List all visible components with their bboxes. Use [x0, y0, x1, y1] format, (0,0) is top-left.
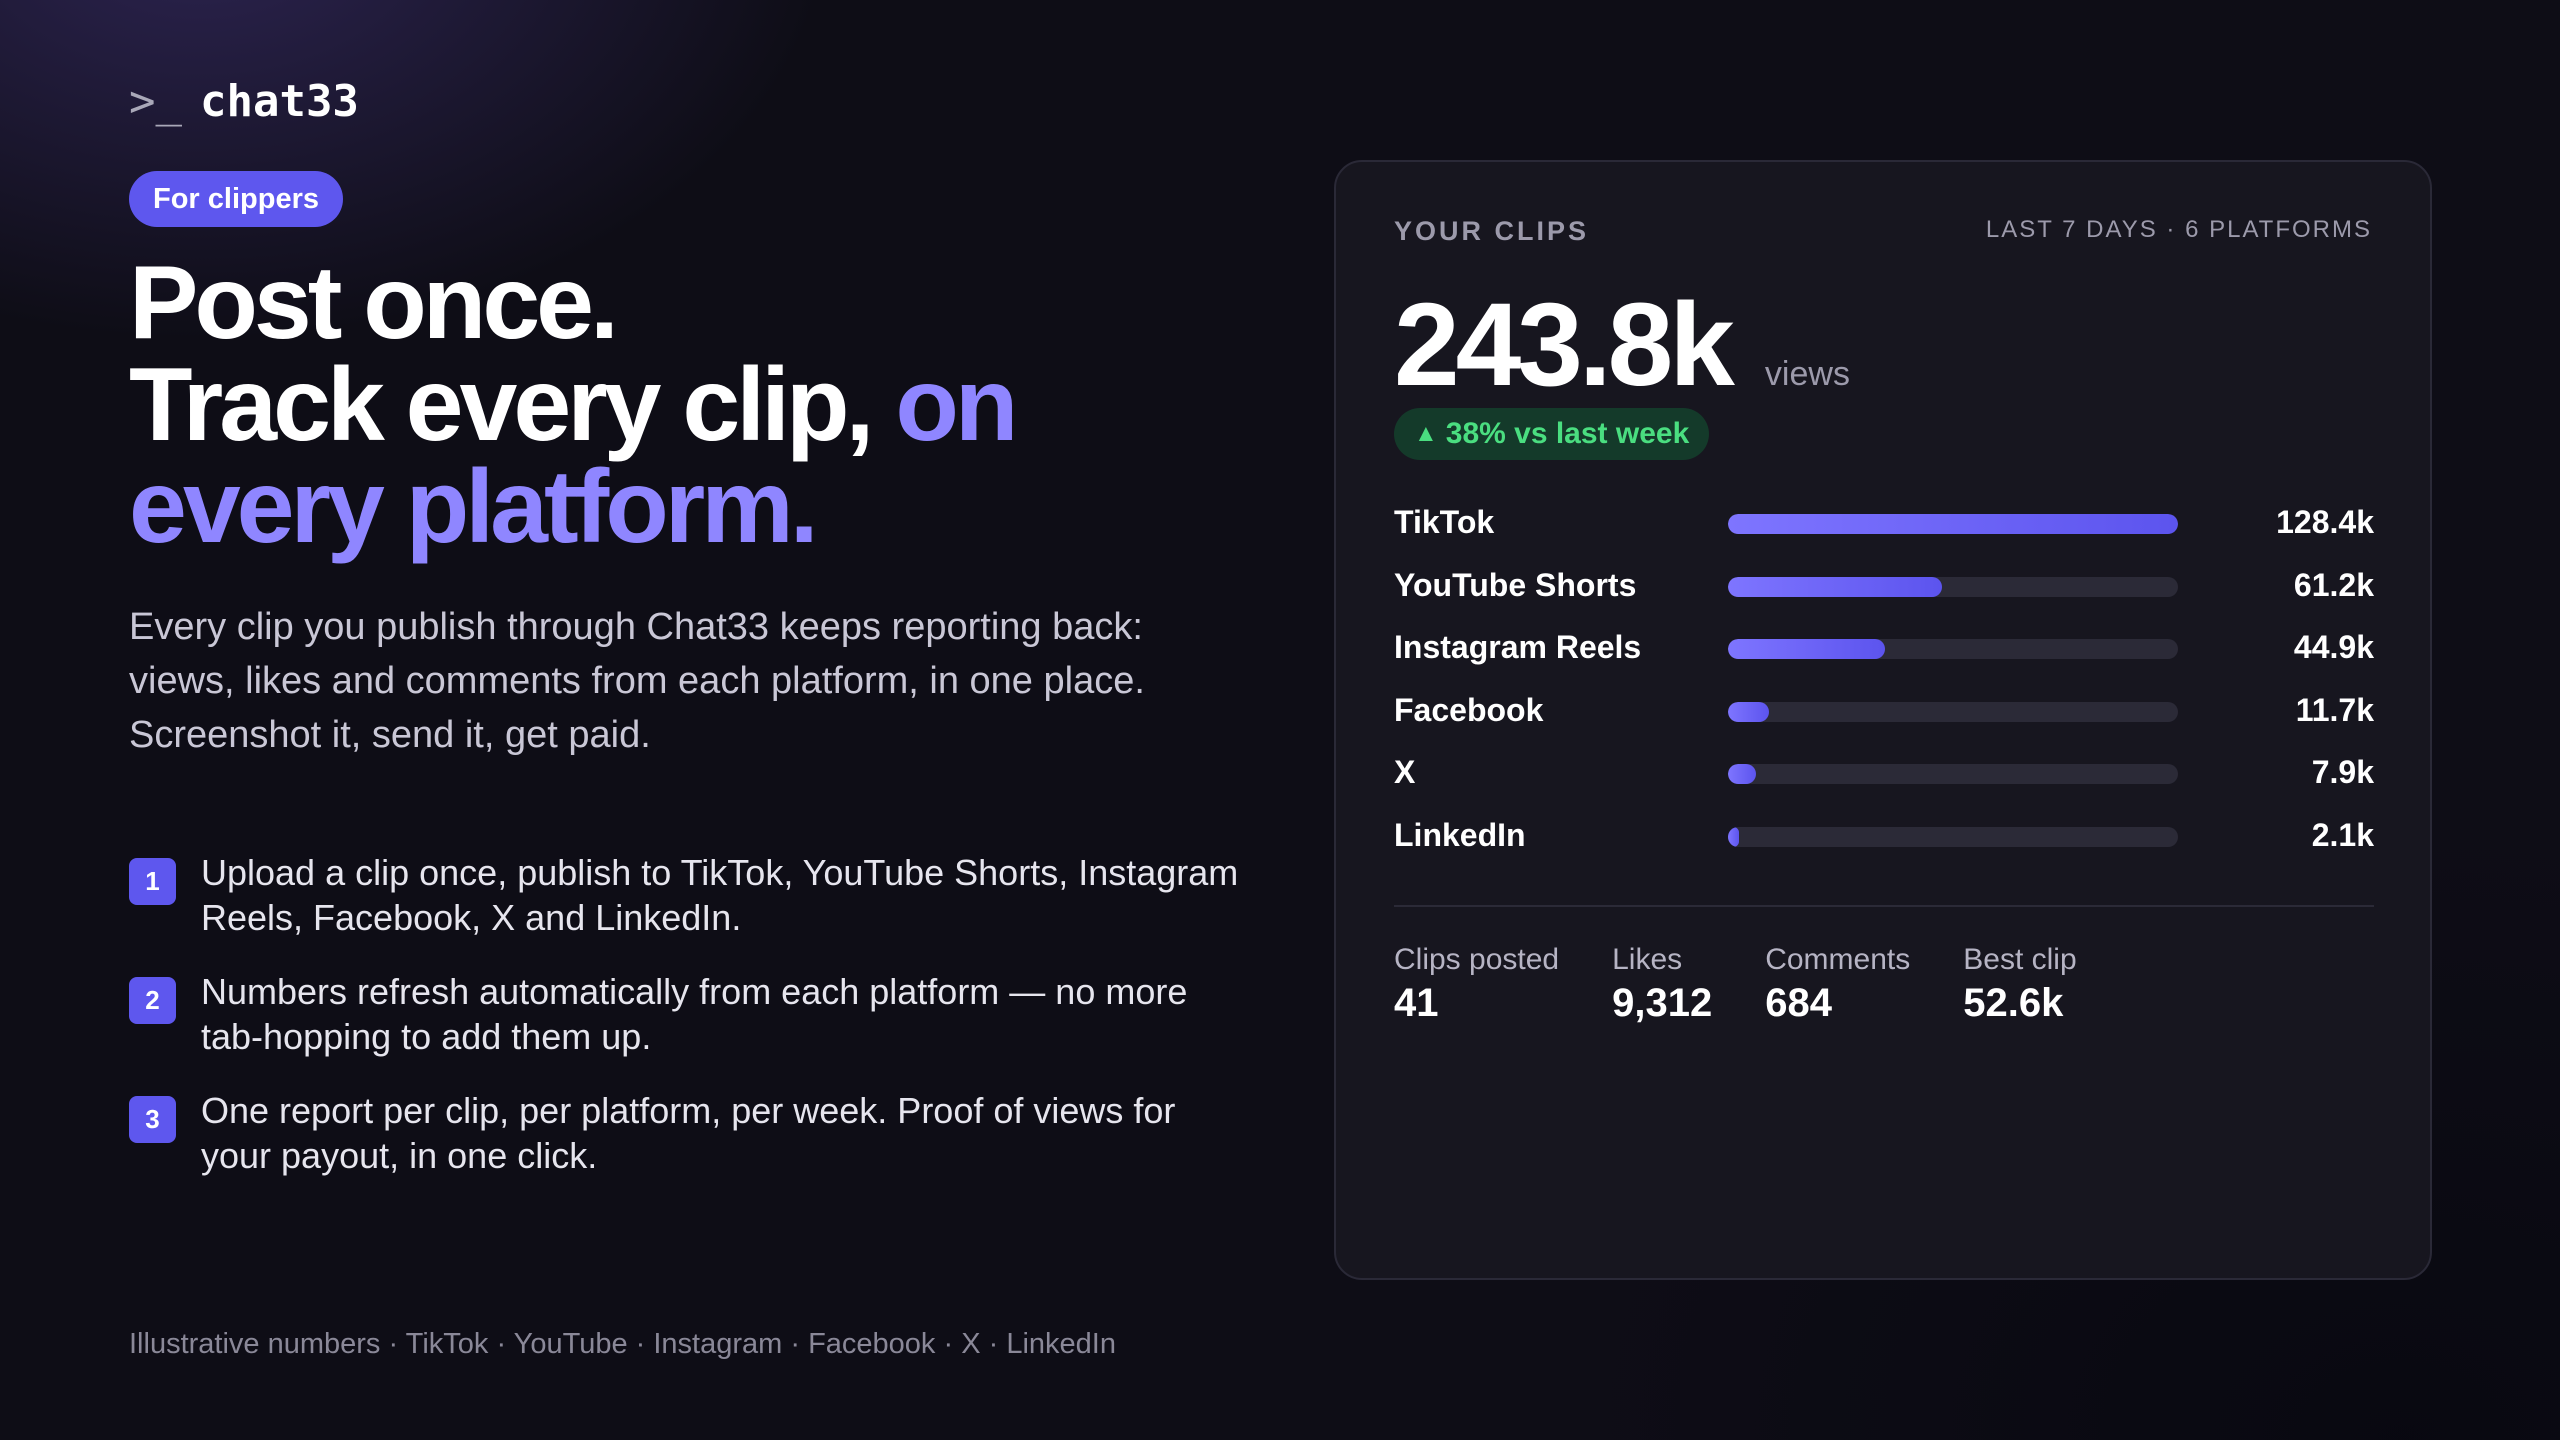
stat-label: Comments	[1765, 943, 1911, 976]
platform-views: 128.4k	[2276, 504, 2374, 540]
platform-row: X 7.9k	[1394, 752, 2374, 815]
platform-row: LinkedIn 2.1k	[1394, 815, 2374, 878]
platform-row: YouTube Shorts 61.2k	[1394, 565, 2374, 628]
platform-bar-fill	[1728, 576, 1943, 597]
stat-value: 9,312	[1612, 981, 1713, 1025]
platform-views: 11.7k	[2295, 691, 2374, 728]
platform-bar-track	[1728, 764, 2178, 785]
step-number-badge: 3	[129, 1096, 176, 1143]
stat-likes: Likes 9,312	[1612, 940, 1712, 1026]
page-title: Post once. Track every clip, on every pl…	[129, 251, 1269, 559]
platform-name: TikTok	[1394, 504, 1495, 540]
total-views-unit: views	[1764, 355, 1850, 393]
step-text: One report per clip, per platform, per w…	[201, 1090, 1176, 1176]
steps-list: 1 Upload a clip once, publish to TikTok,…	[129, 850, 1249, 1207]
platform-row: TikTok 128.4k	[1394, 502, 2374, 565]
stat-clips-posted: Clips posted 41	[1394, 940, 1559, 1026]
platform-name: Facebook	[1394, 691, 1544, 728]
stat-label: Clips posted	[1394, 943, 1560, 976]
stat-label: Likes	[1612, 943, 1683, 976]
platform-views: 2.1k	[2311, 816, 2374, 853]
date-range-label: LAST 7 DAYS · 6 PLATFORMS	[1985, 216, 2372, 243]
platform-name: YouTube Shorts	[1394, 566, 1637, 603]
platform-breakdown: TikTok 128.4k YouTube Shorts 61.2k Insta…	[1394, 502, 2374, 878]
platform-bar-track	[1728, 514, 2178, 534]
brand-logo[interactable]: >_ chat33	[129, 76, 359, 127]
total-views-value: 243.8k	[1394, 279, 1735, 411]
description: Every clip you publish through Chat33 ke…	[129, 606, 1145, 756]
platform-name: X	[1394, 754, 1416, 791]
platform-bar-fill	[1728, 701, 1769, 722]
step-item: 3 One report per clip, per platform, per…	[129, 1088, 1249, 1207]
audience-badge: For clippers	[129, 171, 343, 227]
step-text: Upload a clip once, publish to TikTok, Y…	[201, 852, 1239, 938]
terminal-prompt-icon: >_	[129, 76, 182, 127]
stat-comments: Comments 684	[1765, 940, 1910, 1026]
platform-row: Facebook 11.7k	[1394, 690, 2374, 753]
platform-views: 61.2k	[2293, 566, 2374, 603]
total-views: 243.8k views	[1394, 270, 1850, 420]
brand-name: chat33	[199, 76, 359, 127]
platform-views: 7.9k	[2311, 754, 2374, 791]
stat-value: 41	[1394, 981, 1439, 1025]
platform-bar-track	[1728, 826, 2178, 847]
stat-best-clip: Best clip 52.6k	[1963, 940, 2076, 1026]
platform-bar-fill	[1728, 764, 1756, 785]
clips-stats-card: YOUR CLIPS LAST 7 DAYS · 6 PLATFORMS 243…	[1334, 160, 2432, 1280]
platform-bar-fill	[1728, 514, 2178, 534]
platform-name: Instagram Reels	[1394, 629, 1642, 666]
growth-text: 38% vs last week	[1445, 417, 1690, 450]
up-triangle-icon: ▲	[1414, 420, 1438, 447]
platform-name: LinkedIn	[1394, 816, 1526, 853]
platform-bar-track	[1728, 639, 2178, 660]
step-item: 2 Numbers refresh automatically from eac…	[129, 969, 1249, 1088]
headline-accent-1: on	[895, 347, 1018, 463]
step-item: 1 Upload a clip once, publish to TikTok,…	[129, 850, 1249, 969]
headline-accent-2: every platform.	[129, 449, 819, 565]
card-label: YOUR CLIPS	[1394, 216, 1590, 246]
stat-value: 52.6k	[1963, 981, 2064, 1025]
platform-bar-fill	[1728, 826, 1740, 847]
step-text: Numbers refresh automatically from each …	[201, 971, 1188, 1057]
platform-row: Instagram Reels 44.9k	[1394, 627, 2374, 690]
platform-bar-track	[1728, 576, 2178, 597]
step-number-badge: 1	[129, 858, 176, 905]
platform-views: 44.9k	[2293, 629, 2374, 666]
step-number-badge: 2	[129, 977, 176, 1024]
headline-line-1: Post once.	[129, 245, 619, 361]
platform-bar-fill	[1728, 639, 1886, 660]
stat-label: Best clip	[1963, 943, 2077, 976]
divider	[1394, 905, 2374, 907]
platform-bar-track	[1728, 701, 2178, 722]
growth-badge: ▲ 38% vs last week	[1394, 408, 1710, 460]
headline-line-2: Track every clip,	[129, 347, 896, 463]
footer-note: Illustrative numbers · TikTok · YouTube …	[129, 1328, 1116, 1360]
summary-stats: Clips posted 41 Likes 9,312 Comments 684…	[1394, 940, 2130, 1026]
stat-value: 684	[1765, 981, 1832, 1025]
